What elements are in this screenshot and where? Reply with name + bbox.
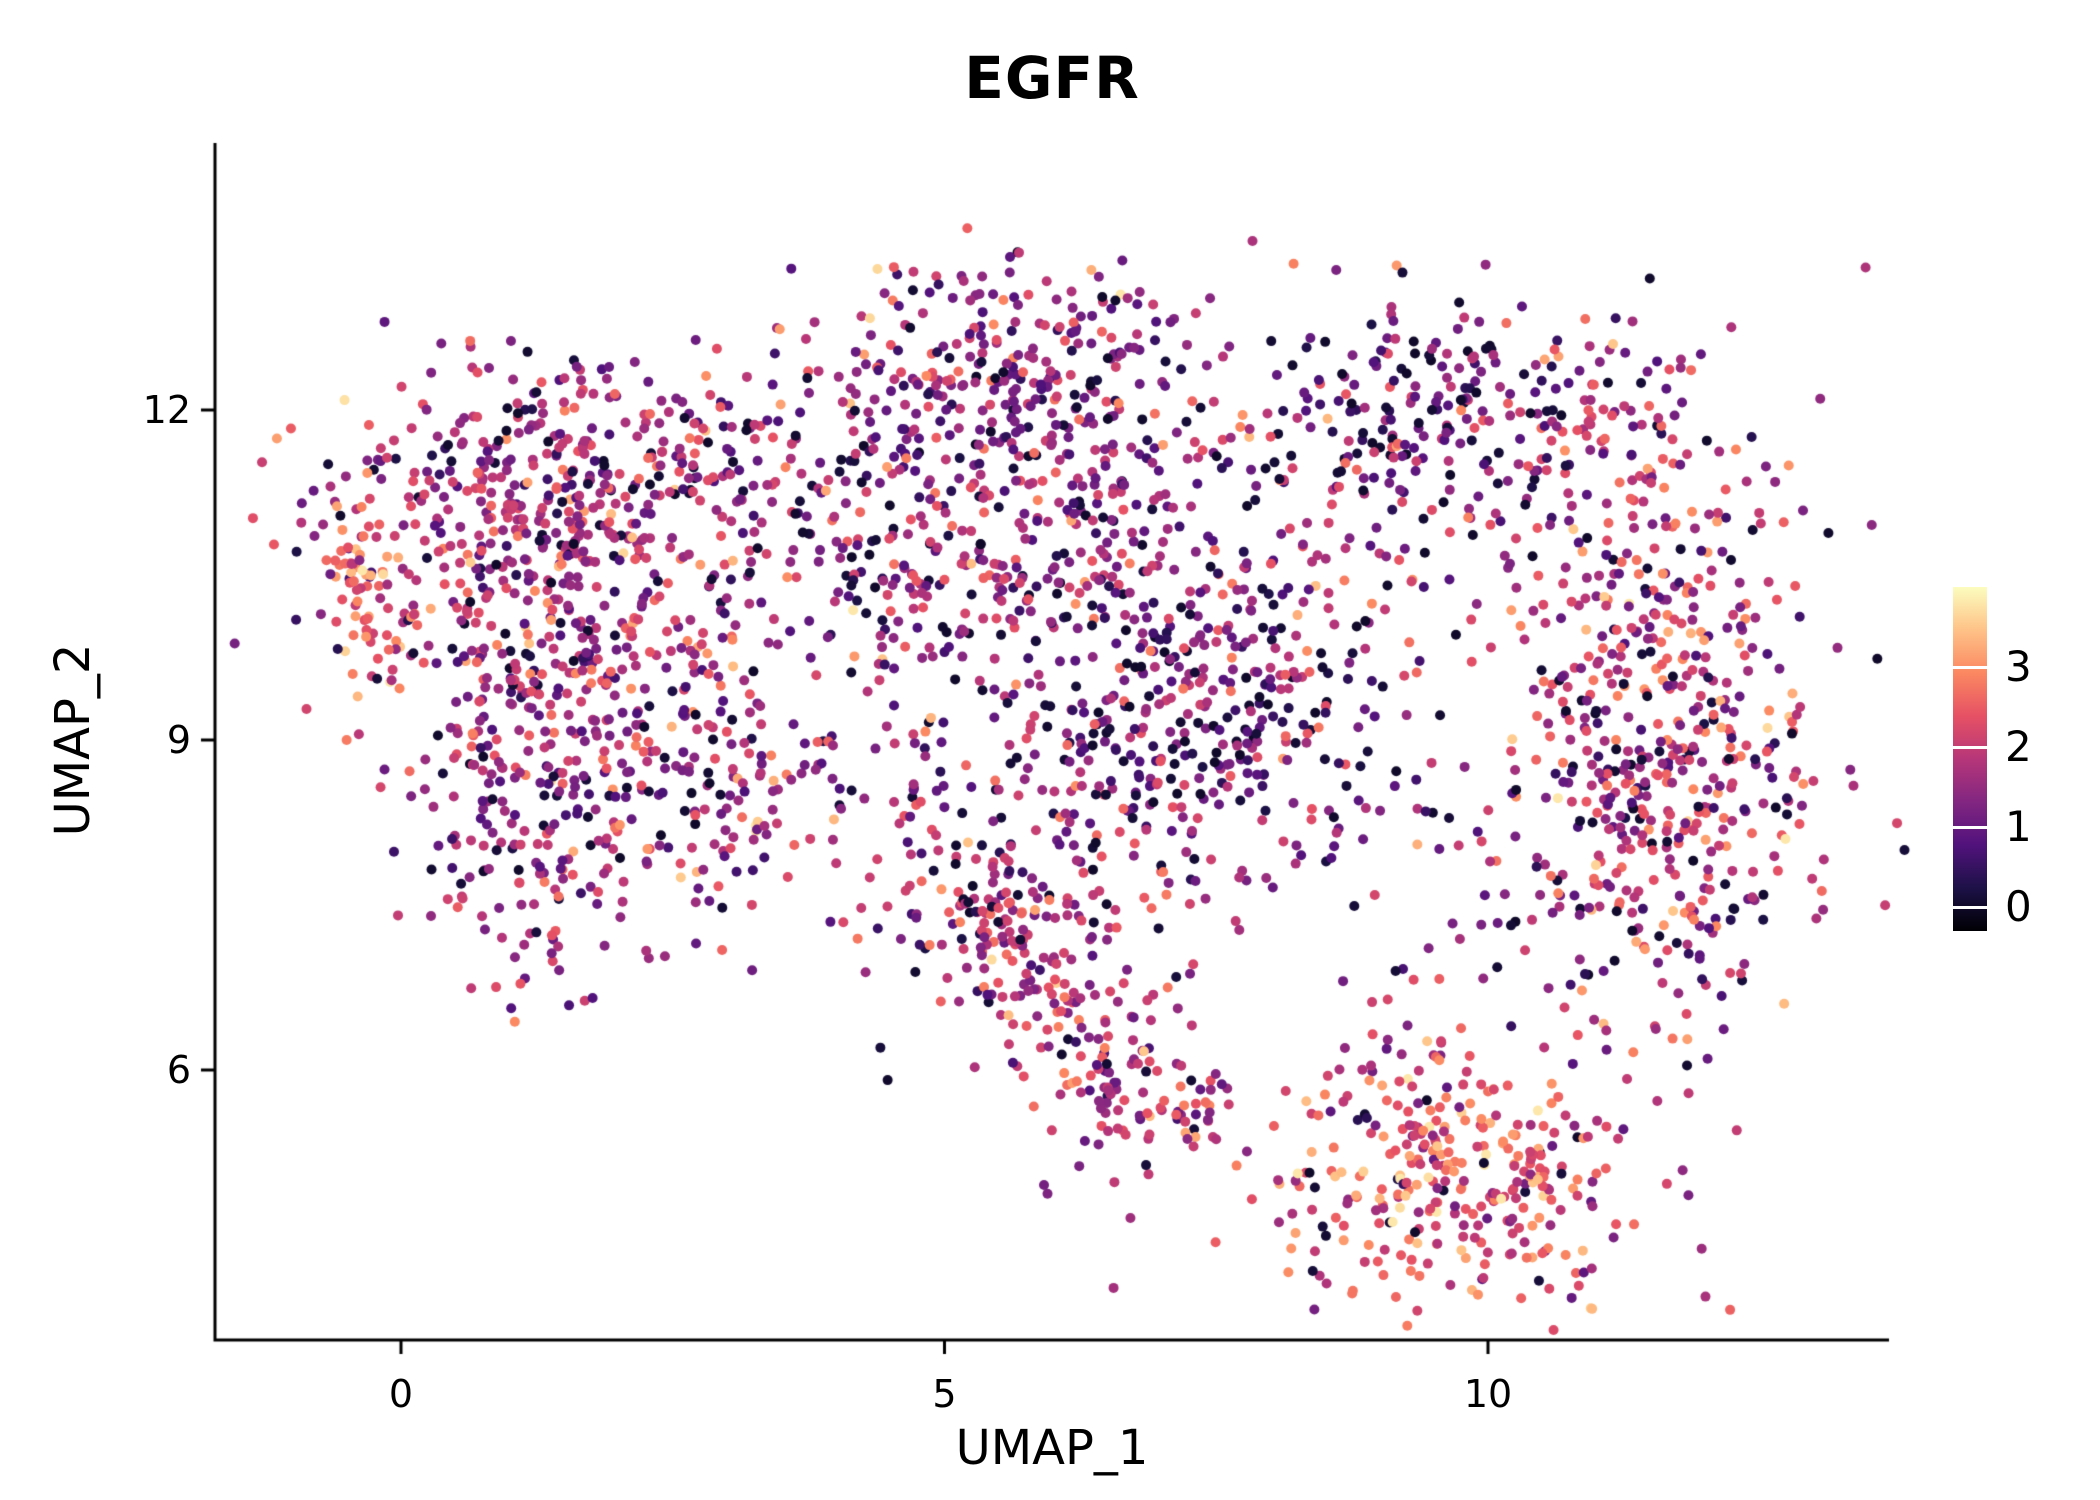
colorbar-gradient bbox=[1953, 587, 1987, 931]
colorbar-tick-label-0: 0 bbox=[2005, 882, 2032, 931]
y-tick-0: 6 bbox=[166, 1048, 191, 1092]
x-axis-label: UMAP_1 bbox=[955, 1420, 1149, 1476]
x-tick-0: 0 bbox=[388, 1372, 414, 1416]
y-tick-1: 9 bbox=[166, 718, 191, 762]
x-tick-1: 5 bbox=[932, 1372, 957, 1416]
colorbar-tick-mark-3 bbox=[1953, 665, 1987, 669]
y-tick-2: 12 bbox=[142, 388, 191, 432]
colorbar-tick-mark-0 bbox=[1953, 905, 1987, 909]
colorbar-tick-label-2: 2 bbox=[2005, 722, 2032, 771]
plot-title: EGFR bbox=[964, 44, 1140, 112]
colorbar-tick-label-1: 1 bbox=[2005, 802, 2032, 851]
x-tick-2: 10 bbox=[1463, 1372, 1513, 1416]
colorbar-tick-mark-1 bbox=[1953, 825, 1987, 829]
colorbar-tick-mark-2 bbox=[1953, 745, 1987, 749]
colorbar-tick-label-3: 3 bbox=[2005, 642, 2032, 691]
